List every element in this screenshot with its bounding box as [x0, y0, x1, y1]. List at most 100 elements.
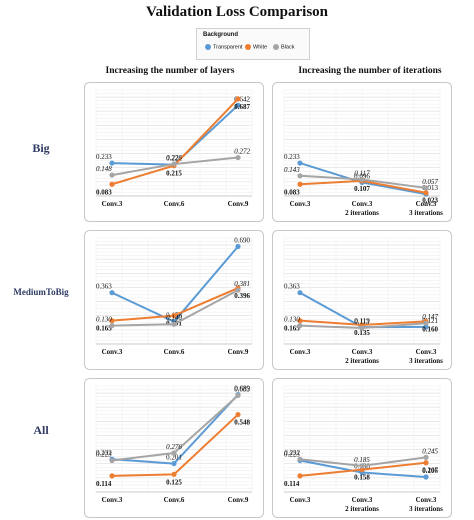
data-label-transparent: 0.222	[166, 155, 182, 163]
data-label-transparent: 0.233	[284, 153, 300, 161]
data-point-white	[297, 181, 303, 187]
data-point-white	[423, 460, 429, 466]
data-label-black: 0.245	[422, 447, 438, 455]
chart-all-layers: 0.232 0.201 0.689 0.114 0.125 0.548 0.223 0.276…	[84, 378, 264, 518]
data-point-black	[109, 323, 115, 329]
data-label-black: 0.223	[96, 450, 112, 458]
data-label-white: 0.548	[234, 419, 250, 427]
data-label-black: 0.276	[166, 443, 182, 451]
chart-all-iterations: 0.2230.1380.1060.1140.1580.2070.2320.185…	[272, 378, 452, 518]
data-point-transparent	[109, 160, 115, 166]
data-point-black	[171, 450, 177, 456]
data-point-black	[109, 457, 115, 464]
legend-item-transparent: Transparent	[205, 44, 242, 50]
data-label-white: 0.165	[284, 325, 300, 333]
data-point-black	[297, 456, 303, 462]
category-label: Conv.6	[164, 496, 185, 504]
category-label: Conv.3 2 iterations	[345, 496, 379, 513]
data-label-black: 0.130	[96, 316, 112, 324]
data-point-white	[171, 471, 177, 477]
data-point-black	[423, 320, 429, 326]
legend-swatch-black	[273, 44, 279, 50]
data-point-transparent	[171, 460, 177, 467]
chart-big-iterations: 0.233 0.096 0.013 0.083 0.107 0.023 0.143 0.117…	[272, 82, 452, 222]
data-point-transparent	[235, 102, 241, 108]
category-label: Conv.3 3 iterations	[409, 496, 443, 513]
data-label-black: 0.143	[284, 166, 300, 174]
category-label: Conv.3	[102, 496, 123, 504]
data-point-transparent	[297, 290, 303, 296]
category-label: Conv.3 2 iterations	[345, 348, 379, 365]
data-label-transparent: 0.232	[96, 449, 112, 457]
data-label-white: 0.215	[166, 170, 182, 178]
data-label-white: 0.114	[96, 480, 112, 488]
data-point-white	[171, 312, 177, 319]
data-label-black: 0.272	[234, 148, 250, 156]
legend-swatch-white	[245, 44, 251, 50]
panel-all-layers: 0.232 0.201 0.689 0.114 0.125 0.548 0.223 0.276…	[84, 378, 264, 518]
data-point-white	[235, 411, 241, 418]
data-point-transparent	[109, 290, 115, 296]
data-label-transparent: 0.121	[422, 317, 438, 325]
data-label-transparent: 0.201	[166, 454, 182, 462]
column-header-iterations: Increasing the number of iterations	[298, 66, 442, 76]
data-label-transparent: 0.106	[422, 467, 438, 475]
data-label-transparent: 0.223	[284, 450, 300, 458]
data-label-black: 0.185	[354, 456, 370, 464]
data-point-black	[109, 172, 115, 178]
chart-title: Validation Loss Comparison	[146, 4, 328, 20]
panel-all-iterations: 0.2230.1380.1060.1140.1580.2070.2320.185…	[272, 378, 452, 518]
data-label-black: 0.057	[422, 178, 438, 186]
data-point-black	[359, 463, 365, 469]
data-label-transparent: 0.363	[284, 283, 300, 291]
data-label-black: 0.381	[234, 280, 250, 288]
category-label: Conv.3	[290, 200, 311, 208]
data-point-white	[297, 473, 303, 479]
data-point-black	[235, 287, 241, 293]
data-label-white: 0.396	[234, 292, 250, 300]
data-label-black: 0.148	[96, 165, 112, 173]
data-point-black	[171, 161, 177, 167]
panel-mediumtobig-layers: 0.3630.1580.6900.1650.2010.3960.1300.140…	[84, 230, 264, 370]
data-label-white: 0.083	[284, 188, 300, 196]
data-point-black	[423, 454, 429, 460]
data-label-white: 0.107	[354, 185, 370, 193]
data-label-transparent: 0.119	[354, 317, 370, 325]
data-label-white: 0.114	[284, 480, 300, 488]
data-label-white: 0.687	[234, 103, 250, 111]
legend-swatch-transparent	[205, 44, 211, 50]
data-point-white	[109, 181, 115, 187]
category-label: Conv.3	[102, 200, 123, 208]
column-header-layers: Increasing the number of layers	[105, 66, 235, 76]
data-point-black	[235, 392, 241, 399]
data-point-black	[359, 176, 365, 183]
data-point-white	[109, 318, 115, 324]
data-point-white	[297, 318, 303, 324]
data-label-black: 0.683	[234, 385, 250, 393]
data-label-transparent: 0.642	[234, 95, 250, 103]
data-label-white: 0.207	[422, 467, 438, 475]
data-point-black	[297, 323, 303, 329]
data-point-white	[109, 473, 115, 479]
chart-big-layers: 0.233 0.222 0.642 0.083 0.215 0.687 0.148 0.226…	[84, 82, 264, 222]
data-label-white: 0.160	[422, 325, 438, 333]
data-label-transparent: 0.233	[96, 153, 112, 161]
data-label-white: 0.125	[166, 478, 182, 486]
data-point-white	[235, 96, 241, 102]
data-label-black: 0.226	[166, 154, 182, 162]
legend: Background Transparent White Black	[196, 28, 310, 60]
data-label-black: 0.117	[354, 169, 370, 177]
category-label: Conv.3 3 iterations	[409, 200, 443, 217]
data-point-black	[171, 321, 177, 327]
data-point-transparent	[423, 324, 429, 330]
row-label-mediumtobig: MediumToBig	[13, 287, 69, 297]
chart-mediumtobig-iterations: 0.363 0.119 0.121 0.165 0.135 0.160 0.130 0.113…	[272, 230, 452, 370]
category-label: Conv.3	[290, 496, 311, 504]
panel-big-iterations: 0.233 0.096 0.013 0.083 0.107 0.023 0.143 0.117…	[272, 82, 452, 222]
legend-item-white: White	[245, 44, 267, 50]
data-point-white	[423, 190, 429, 196]
legend-title: Background	[203, 32, 239, 38]
row-label-big: Big	[32, 141, 50, 155]
data-point-black	[297, 173, 303, 179]
data-point-black	[423, 185, 429, 191]
